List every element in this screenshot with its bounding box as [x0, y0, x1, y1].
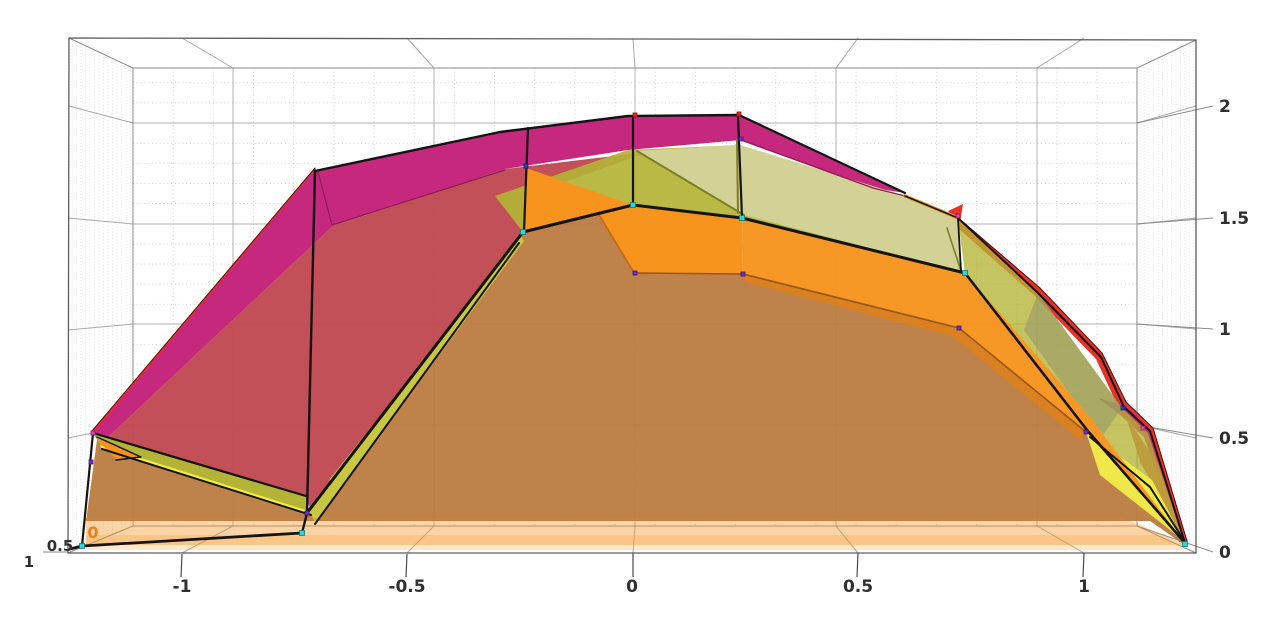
x-tick-label: -1 [173, 577, 192, 597]
purple-node-marker [738, 136, 744, 142]
x-tick-label: 0 [626, 577, 638, 597]
olive-sliver [309, 236, 524, 522]
z-tick-label: 0 [1219, 543, 1231, 563]
grid-major-line [632, 37, 636, 69]
mesh-edge-line [946, 227, 962, 272]
grid-major-line [181, 37, 234, 69]
axes-box-edge [1136, 525, 1197, 554]
cyan-node-marker [79, 543, 85, 549]
olive-right-gray [1024, 293, 1122, 438]
grid-major-line [835, 525, 859, 554]
z-tick-label: 0.5 [1219, 429, 1249, 449]
grid-major-line [406, 37, 435, 69]
mesh-edge-line [634, 272, 1087, 433]
grid-major-line [1036, 525, 1085, 554]
mesh-edge-line [955, 215, 1188, 542]
tick-line [1136, 525, 1214, 553]
tick-mark [856, 552, 859, 578]
pale-strip-light [86, 535, 1187, 550]
axes-box-edge [67, 525, 134, 554]
mesh-edge-line [101, 448, 312, 516]
purple-node-marker [304, 510, 310, 516]
grid-major-line [67, 323, 134, 331]
orange-slab [598, 205, 743, 274]
mesh-edge-line [737, 113, 907, 195]
tick-mark [405, 553, 408, 578]
purple-node-marker [956, 325, 962, 331]
mesh-edge-line [636, 150, 745, 216]
cyan-node-marker [299, 530, 305, 536]
x-tick-label: -0.5 [388, 577, 425, 597]
mesh-edge-line [305, 230, 525, 515]
mesh-edge-line [317, 169, 506, 226]
purple-node-marker [740, 271, 746, 277]
mesh-edge-line [91, 431, 308, 498]
cyan-node-marker [1182, 541, 1188, 547]
mesh-edge-line [522, 126, 530, 233]
darkred-surface [99, 152, 648, 508]
cyan-node-marker [962, 270, 968, 276]
purple-node-marker [632, 270, 638, 276]
x-tick-label: 1 [1078, 577, 1090, 597]
mesh-edge-line [521, 203, 967, 275]
orange-right-band [742, 218, 1184, 542]
mesh-edge-line [314, 242, 520, 525]
mesh-edge-line [597, 212, 634, 272]
olive-left-band [93, 433, 309, 511]
mesh-edge-line [1089, 436, 1186, 543]
pink-node-marker [955, 213, 961, 219]
tick-mark [1082, 552, 1085, 578]
mesh-edge-line [313, 113, 741, 173]
y-tick-label: 1 [24, 553, 34, 571]
grid-major-line [1136, 105, 1197, 124]
tick-line [1136, 105, 1214, 124]
grid-major-line [68, 105, 134, 124]
purple-node-marker [1083, 429, 1089, 435]
x-tick-label: 0.5 [843, 577, 873, 597]
cyan-node-marker [630, 202, 636, 208]
red-node-marker [632, 112, 638, 118]
grid-major-line [835, 37, 859, 69]
mesh-edge-line [736, 115, 744, 219]
tick-mark [180, 553, 183, 578]
brown-overlap [86, 214, 1186, 546]
grid-major-line [632, 525, 636, 554]
tick-line [1136, 323, 1214, 330]
magenta-band [93, 115, 905, 441]
mesh-edge-line [904, 195, 959, 219]
red-node-marker [736, 111, 742, 117]
z-tick-label: 2 [1219, 97, 1231, 117]
mesh-edge-line [80, 431, 95, 548]
axes-box-edge [1136, 39, 1197, 69]
axes-box-edge [68, 37, 134, 69]
z-tick-label: 1 [1219, 320, 1231, 340]
overlay-zero-label: 0 [87, 523, 98, 542]
purple-node-marker [88, 459, 94, 465]
y-tick-label: 0.5 [47, 537, 74, 555]
cyan-node-marker [520, 229, 526, 235]
mesh-edge-line [91, 167, 316, 432]
mesh-edge-line [957, 217, 1125, 408]
pink-node-marker [1140, 425, 1146, 431]
pink-node-marker [90, 430, 96, 436]
z-tick-label: 1.5 [1219, 209, 1249, 229]
axes-box-outer [67, 37, 1197, 554]
grid-major-line [1036, 37, 1085, 69]
tick-line [1136, 217, 1214, 225]
mesh-edge-line [736, 139, 739, 214]
blue-node-marker [1120, 405, 1126, 411]
cyan-node-marker [739, 215, 745, 221]
blue-node-marker [523, 163, 529, 169]
orange-center-wedge [524, 168, 633, 230]
olive-center-light [637, 145, 961, 272]
mesh-edge-line [957, 218, 962, 272]
grid-major-line [406, 525, 435, 554]
mesh-edge-line [740, 139, 906, 197]
pale-strip-dark [86, 519, 1186, 545]
mesh-edge-line [1123, 406, 1186, 544]
grid-major-line [67, 217, 134, 225]
mesh-edge-line [96, 436, 142, 461]
